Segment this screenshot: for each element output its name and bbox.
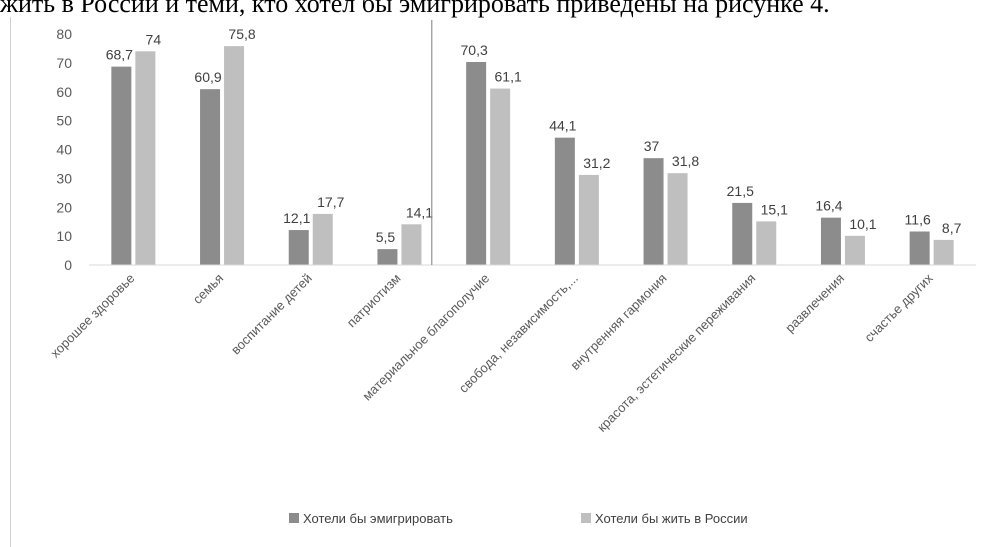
category-label: хорошее здоровье [47, 271, 137, 361]
y-tick-label: 40 [56, 142, 72, 158]
data-label: 16,4 [815, 198, 842, 214]
data-label: 70,3 [461, 42, 488, 58]
data-label: 68,7 [106, 47, 133, 63]
data-label: 5,5 [376, 229, 396, 245]
y-tick-label: 80 [56, 26, 72, 42]
data-label: 61,1 [495, 69, 522, 85]
bar-stay-6 [578, 174, 599, 265]
category-label: счастье других [861, 270, 936, 345]
data-label: 15,1 [761, 201, 788, 217]
data-label: 31,8 [672, 153, 699, 169]
y-tick-label: 20 [56, 199, 72, 215]
bar-emigrate-9 [820, 217, 841, 265]
data-label: 11,6 [905, 212, 931, 228]
bar-emigrate-2 [200, 89, 221, 266]
bar-emigrate-4 [377, 249, 398, 265]
y-tick-label: 50 [56, 113, 72, 129]
data-label: 37 [644, 138, 660, 154]
legend: Хотели бы эмигрировать Хотели бы жить в Р… [289, 511, 748, 526]
data-label: 10,1 [849, 216, 876, 232]
data-label: 31,2 [583, 155, 610, 171]
bar-emigrate-1 [111, 66, 132, 265]
bar-emigrate-6 [554, 137, 575, 265]
data-label: 12,1 [283, 210, 310, 226]
bar-stay-3 [312, 213, 333, 265]
bar-stay-9 [844, 235, 865, 265]
data-labels-group: 68,7 74 60,9 75,8 12,1 17,7 5,5 14,1 70,3 61,1 44,… [106, 26, 962, 245]
bar-emigrate-7 [643, 158, 664, 265]
chart-area: 0 10 20 30 40 50 60 70 80 68,7 74 60,9 75,8 12,1 17,7… [10, 17, 999, 547]
y-tick-label: 70 [56, 55, 72, 71]
legend-label-emigrate: Хотели бы эмигрировать [303, 511, 453, 526]
data-label: 8,7 [942, 220, 962, 236]
category-label: семья [190, 271, 226, 307]
bar-emigrate-8 [732, 202, 753, 265]
category-label: красота, эстетические переживания [594, 271, 758, 435]
data-label: 75,8 [228, 26, 255, 42]
bar-stay-1 [135, 51, 156, 266]
category-label: патриотизм [344, 270, 404, 330]
y-axis: 0 10 20 30 40 50 60 70 80 [56, 26, 72, 273]
bar-emigrate-3 [288, 230, 309, 265]
bar-stay-2 [224, 46, 245, 265]
data-label: 44,1 [549, 118, 576, 134]
data-label: 21,5 [727, 183, 754, 199]
category-label: воспитание детей [228, 271, 315, 358]
legend-swatch-stay [581, 513, 591, 523]
bar-emigrate-5 [466, 62, 487, 265]
data-label: 14,1 [406, 204, 433, 220]
bar-stay-5 [490, 88, 511, 265]
cutoff-document-text: жить в России и теми, кто хотел бы эмигр… [0, 0, 830, 18]
data-label: 60,9 [194, 69, 221, 85]
y-tick-label: 10 [56, 228, 72, 244]
bars-group [111, 46, 954, 266]
bar-stay-8 [756, 221, 777, 265]
y-tick-label: 30 [56, 170, 72, 186]
bar-chart: 0 10 20 30 40 50 60 70 80 68,7 74 60,9 75,8 12,1 17,7… [47, 20, 976, 526]
data-label: 17,7 [317, 194, 344, 210]
y-tick-label: 0 [64, 257, 72, 273]
bar-emigrate-10 [909, 231, 930, 265]
bar-stay-7 [667, 173, 688, 265]
bar-stay-4 [401, 224, 422, 265]
data-label: 74 [146, 31, 162, 47]
legend-swatch-emigrate [289, 513, 299, 523]
bar-stay-10 [933, 239, 954, 265]
legend-label-stay: Хотели бы жить в России [595, 511, 748, 526]
y-tick-label: 60 [56, 84, 72, 100]
category-label: развлечения [782, 271, 847, 336]
category-label: внутренняя гармония [567, 271, 669, 373]
